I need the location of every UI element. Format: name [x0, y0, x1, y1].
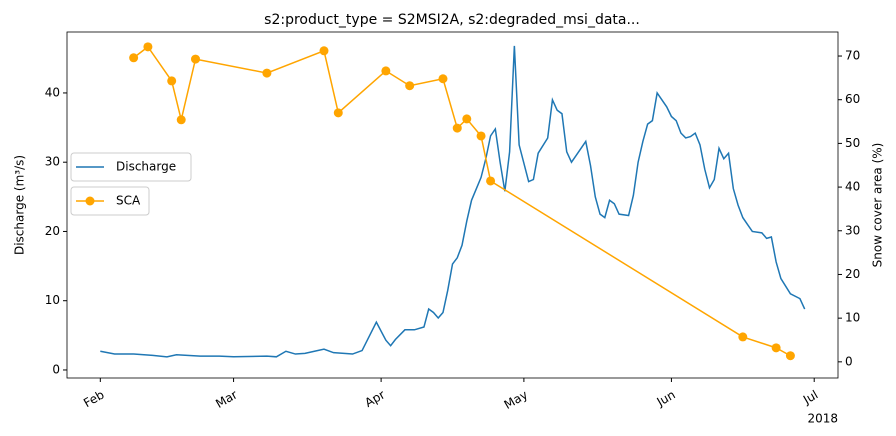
data-point — [405, 81, 415, 91]
data-point — [452, 123, 462, 133]
y2-tick-label: 60 — [845, 92, 860, 106]
y2-tick-label: 30 — [845, 223, 860, 237]
data-point — [785, 351, 795, 361]
legend: SCA — [70, 186, 150, 216]
chart-title: s2:product_type = S2MSI2A, s2:degraded_m… — [264, 12, 640, 28]
legend-box — [70, 152, 192, 182]
legend-box — [70, 186, 150, 216]
y2-tick-label: 50 — [845, 136, 860, 150]
y-axis-label: Discharge (m³/s) — [13, 155, 27, 255]
data-point — [486, 176, 496, 186]
legend: Discharge — [70, 152, 192, 182]
y2-tick-label: 40 — [845, 180, 860, 194]
y2-tick-label: 70 — [845, 49, 860, 63]
y2-tick-label: 20 — [845, 267, 860, 281]
data-point — [143, 42, 153, 52]
y-tick-label: 20 — [45, 224, 60, 238]
data-point — [771, 343, 781, 353]
series-line — [100, 45, 806, 358]
y2-tick-label: 0 — [845, 354, 853, 368]
data-point — [129, 53, 139, 63]
plot-frame — [66, 31, 839, 379]
y-tick-label: 10 — [45, 293, 60, 307]
x-offset-label: 2018 — [807, 412, 838, 426]
data-point — [262, 68, 272, 78]
data-point — [476, 131, 486, 141]
data-point — [462, 114, 472, 124]
data-point — [319, 46, 329, 56]
data-point — [438, 74, 448, 84]
y2-axis-label: Snow cover area (%) — [871, 143, 885, 268]
legend-label: SCA — [116, 194, 141, 208]
y-tick-label: 30 — [45, 155, 60, 169]
data-point — [738, 332, 748, 342]
data-point — [167, 76, 177, 86]
y-tick-label: 0 — [52, 362, 60, 376]
data-point — [333, 108, 343, 118]
y2-tick-label: 10 — [845, 311, 860, 325]
data-point — [176, 115, 186, 125]
series-line — [133, 45, 791, 357]
data-point — [381, 66, 391, 76]
legend-label: Discharge — [116, 160, 176, 174]
data-point — [191, 54, 200, 64]
legend-marker — [85, 196, 95, 206]
x-tick-label: Jul — [800, 388, 820, 408]
y-tick-label: 40 — [45, 85, 60, 99]
